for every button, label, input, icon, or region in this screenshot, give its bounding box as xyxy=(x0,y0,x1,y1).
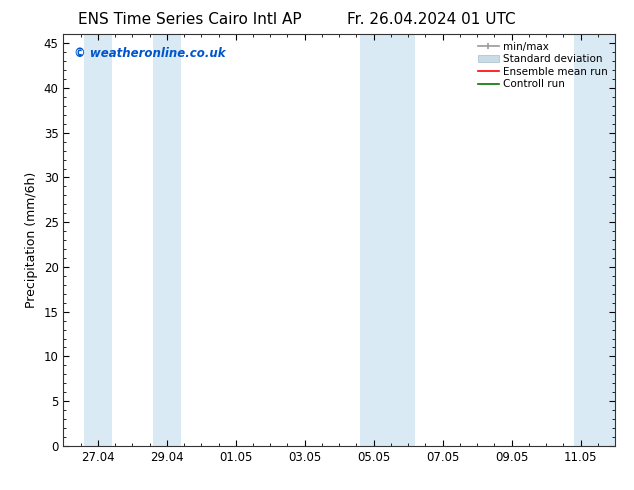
Bar xyxy=(574,34,615,446)
Text: © weatheronline.co.uk: © weatheronline.co.uk xyxy=(74,47,226,60)
Bar xyxy=(153,34,181,446)
Bar xyxy=(84,34,112,446)
Y-axis label: Precipitation (mm/6h): Precipitation (mm/6h) xyxy=(25,172,38,308)
Bar xyxy=(360,34,387,446)
Text: ENS Time Series Cairo Intl AP: ENS Time Series Cairo Intl AP xyxy=(79,12,302,27)
Text: Fr. 26.04.2024 01 UTC: Fr. 26.04.2024 01 UTC xyxy=(347,12,515,27)
Bar xyxy=(387,34,415,446)
Legend: min/max, Standard deviation, Ensemble mean run, Controll run: min/max, Standard deviation, Ensemble me… xyxy=(476,40,610,92)
